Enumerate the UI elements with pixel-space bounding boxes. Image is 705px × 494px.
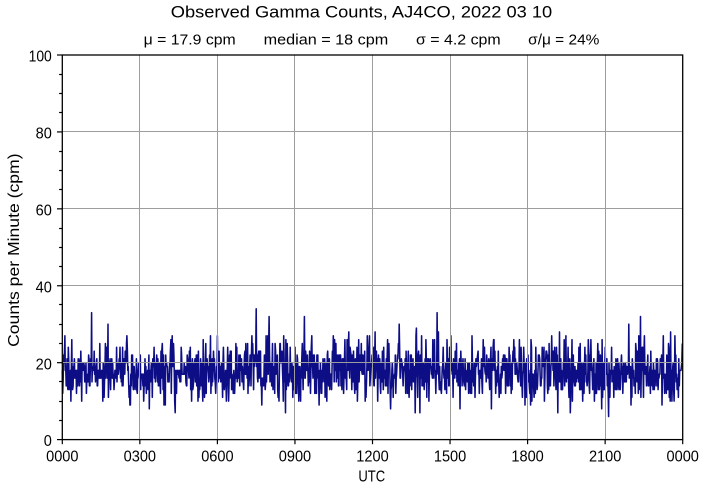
svg-text:20: 20	[36, 356, 52, 373]
svg-text:0900: 0900	[279, 449, 311, 466]
svg-text:μ = 17.9 cpm: μ = 17.9 cpm	[144, 31, 236, 48]
svg-text:0300: 0300	[124, 449, 156, 466]
svg-text:Counts per Minute (cpm): Counts per Minute (cpm)	[6, 153, 23, 347]
svg-text:σ = 4.2 cpm: σ = 4.2 cpm	[416, 31, 501, 48]
svg-text:40: 40	[36, 279, 52, 296]
svg-text:median = 18 cpm: median = 18 cpm	[264, 31, 389, 48]
svg-text:0000: 0000	[667, 449, 699, 466]
svg-text:σ/μ = 24%: σ/μ = 24%	[528, 31, 599, 48]
svg-text:UTC: UTC	[358, 468, 385, 485]
svg-text:1200: 1200	[356, 449, 388, 466]
svg-text:0: 0	[44, 433, 52, 450]
svg-text:0600: 0600	[201, 449, 233, 466]
svg-text:100: 100	[29, 49, 52, 66]
svg-text:0000: 0000	[46, 449, 78, 466]
svg-text:60: 60	[36, 202, 52, 219]
svg-text:80: 80	[36, 126, 52, 143]
svg-text:Observed Gamma Counts, AJ4CO,: Observed Gamma Counts, AJ4CO, 2022 03 10	[171, 3, 552, 21]
svg-text:1800: 1800	[511, 449, 543, 466]
svg-text:2100: 2100	[589, 449, 621, 466]
svg-text:1500: 1500	[434, 449, 466, 466]
